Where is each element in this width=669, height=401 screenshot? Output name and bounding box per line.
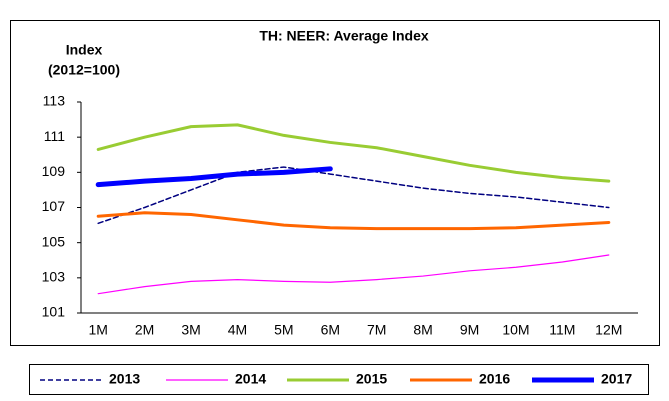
legend-label: 2013 (109, 371, 140, 387)
series-line (96, 123, 611, 183)
legend-label: 2017 (601, 371, 632, 387)
x-tick-label: 3M (181, 322, 200, 338)
legend-label: 2014 (235, 371, 266, 387)
x-tick-label: 10M (502, 322, 529, 338)
x-tick-label: 5M (274, 322, 293, 338)
series-line (95, 166, 333, 188)
x-tick-label: 1M (88, 322, 107, 338)
x-tick-label: 2M (135, 322, 154, 338)
series-line (96, 211, 611, 231)
series-line (97, 166, 610, 225)
x-tick-label: 11M (549, 322, 575, 338)
x-tick-label: 12M (595, 322, 622, 338)
chart-title: TH: NEER: Average Index (259, 28, 429, 44)
y-tick-label: 113 (43, 93, 66, 109)
x-tick-label: 4M (228, 322, 247, 338)
y-tick-label: 111 (44, 128, 65, 144)
y-axis-label: Index (66, 42, 103, 58)
y-tick-label: 101 (42, 304, 66, 320)
x-tick-label: 6M (321, 322, 340, 338)
y-tick-label: 105 (42, 233, 66, 249)
y-tick-label: 103 (42, 269, 66, 285)
x-tick-label: 9M (460, 322, 479, 338)
x-tick-label: 7M (367, 322, 386, 338)
chart-border (10, 20, 660, 346)
y-tick-label: 109 (42, 163, 66, 179)
y-tick-label: 107 (42, 198, 66, 214)
x-tick-label: 8M (413, 322, 432, 338)
legend-label: 2015 (356, 371, 387, 387)
series-line (97, 254, 610, 295)
legend-label: 2016 (479, 371, 510, 387)
y-axis-label: (2012=100) (48, 62, 120, 78)
